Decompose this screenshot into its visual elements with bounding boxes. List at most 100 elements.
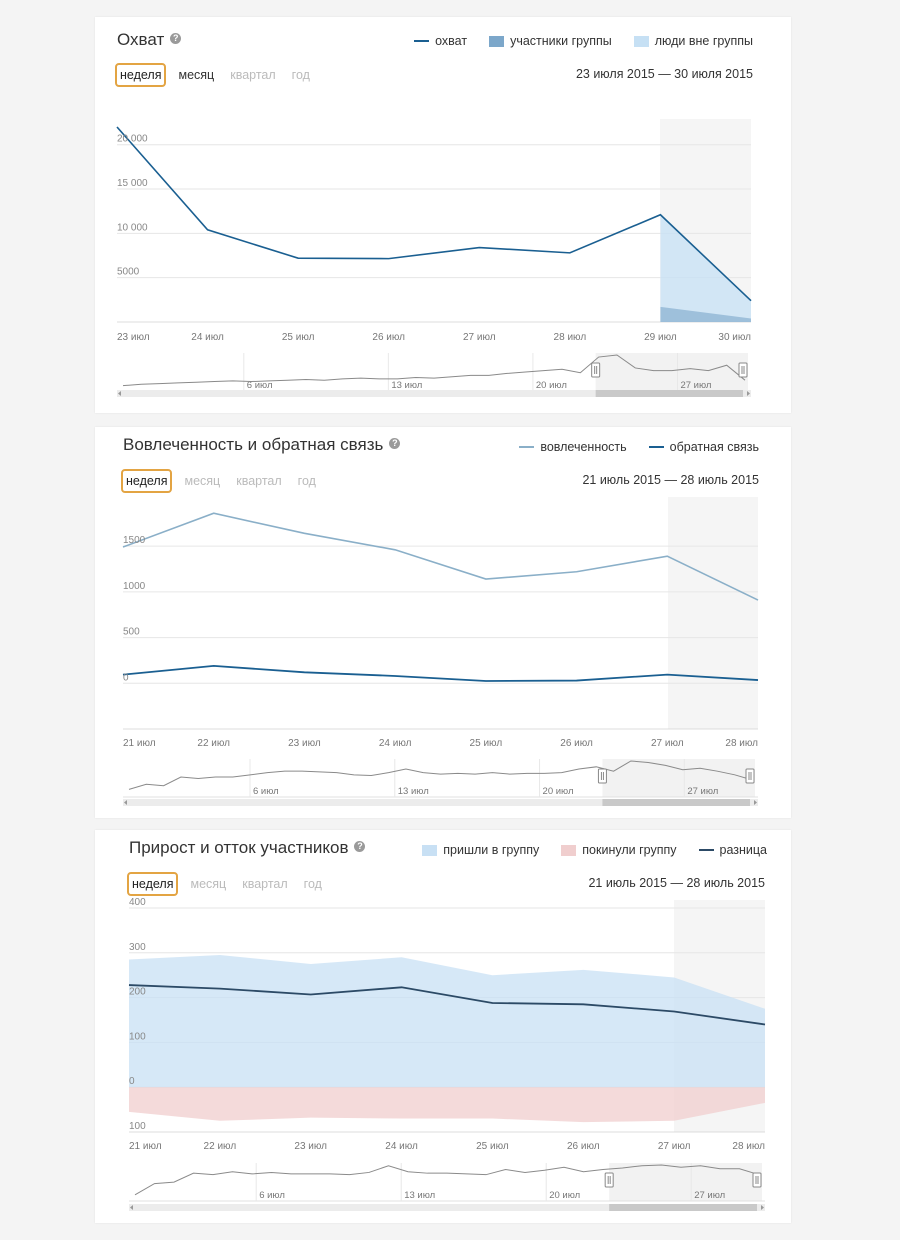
legend-label: вовлеченность (540, 440, 627, 454)
legend-item-joined[interactable]: пришли в группу (422, 843, 539, 857)
y-tick-label: 15 000 (117, 178, 148, 189)
navigator-selection (609, 1163, 762, 1201)
legend-square-icon (422, 844, 438, 856)
x-tick-label: 27 июл (651, 738, 684, 749)
tab-month: месяц (184, 474, 221, 488)
tab-year: год (303, 877, 322, 891)
legend-item-diff[interactable]: разница (698, 843, 768, 857)
navigator-label: 20 июл (549, 1190, 580, 1201)
y-tick-label: 5000 (117, 267, 140, 278)
y-tick-label: 200 (129, 987, 146, 998)
legend-label: люди вне группы (654, 34, 753, 48)
tab-quarter: квартал (236, 474, 282, 488)
engagement-title: Вовлеченность и обратная связь? (123, 435, 401, 455)
scroll-right-arrow-icon (761, 1205, 764, 1210)
legend-label: обратная связь (669, 440, 759, 454)
members-area (660, 306, 751, 322)
members-card: Прирост и отток участников? пришли в гру… (95, 830, 791, 1223)
y-tick-label: 100 (129, 1031, 146, 1042)
navigator-scrollbar-track (117, 390, 751, 397)
legend-item-nonmembers[interactable]: люди вне группы (633, 34, 753, 48)
members-date-range[interactable]: 21 июль 2015 — 28 июль 2015 (588, 876, 765, 890)
x-tick-label: 24 июл (379, 738, 412, 749)
navigator-label: 27 июл (687, 786, 718, 797)
help-icon[interactable]: ? (354, 841, 366, 853)
reach-line (116, 126, 752, 302)
navigator-line (134, 1164, 760, 1196)
feedback-line (122, 665, 759, 682)
y-tick-label: 300 (129, 942, 146, 953)
x-tick-label: 25 июл (282, 332, 315, 343)
scroll-left-arrow-icon (124, 800, 127, 805)
y-tick-label: 20 000 (117, 134, 148, 145)
navigator-scrollbar-track (129, 1204, 765, 1211)
y-tick-label: 1500 (123, 535, 146, 546)
left-area (129, 1087, 765, 1123)
legend-line-icon (698, 849, 714, 851)
navigator-selection (595, 353, 748, 391)
nonmembers-area (660, 214, 751, 322)
legend-square-icon (489, 35, 505, 47)
y-tick-label: 500 (123, 627, 140, 638)
y-tick-label: 100 (129, 1121, 146, 1132)
reach-period-tabs: неделя месяц квартал год (115, 63, 326, 87)
tab-week[interactable]: неделя (121, 469, 173, 493)
navigator-label: 6 июл (259, 1190, 285, 1201)
tab-week[interactable]: неделя (127, 872, 179, 896)
y-tick-label: 0 (123, 672, 129, 683)
engagement-card: Вовлеченность и обратная связь? вовлечен… (95, 427, 791, 818)
members-title: Прирост и отток участников? (129, 838, 366, 858)
navigator-handle (591, 362, 601, 378)
members-legend: пришли в группу покинули группу разница (422, 843, 767, 857)
x-tick-label: 26 июл (567, 1141, 600, 1152)
reach-legend: охват участники группы люди вне группы (414, 34, 753, 48)
y-tick-label: 1000 (123, 581, 146, 592)
x-tick-label: 24 июл (191, 332, 224, 343)
tab-month: месяц (190, 877, 227, 891)
x-tick-label: 29 июл (644, 332, 677, 343)
legend-item-engagement[interactable]: вовлеченность (519, 440, 627, 454)
legend-line-icon (648, 446, 664, 448)
reach-title: Охват? (117, 30, 182, 50)
tab-week[interactable]: неделя (115, 63, 167, 87)
navigator-handle (738, 362, 748, 378)
legend-square-icon (561, 844, 577, 856)
x-tick-label: 28 июл (732, 1141, 765, 1152)
legend-label: покинули группу (582, 843, 677, 857)
engagement-legend: вовлеченность обратная связь (519, 440, 759, 454)
navigator-label: 6 июл (247, 380, 273, 391)
tab-month[interactable]: месяц (178, 68, 215, 82)
legend-item-members[interactable]: участники группы (489, 34, 612, 48)
legend-label: участники группы (510, 34, 612, 48)
x-tick-label: 23 июл (294, 1141, 327, 1152)
members-chart[interactable]: 100 0 100 200 300 400 21 июл 22 июл 23 июл 24 июл… (95, 830, 791, 1223)
legend-item-feedback[interactable]: обратная связь (648, 440, 759, 454)
navigator-line (128, 760, 753, 790)
x-tick-label: 25 июл (470, 738, 503, 749)
navigator-label: 13 июл (398, 786, 429, 797)
x-tick-label: 28 июл (554, 332, 587, 343)
reach-chart[interactable]: 5000 10 000 15 000 20 000 23 июл 24 июл 25 июл… (95, 17, 791, 413)
tab-quarter: квартал (230, 68, 276, 82)
engagement-chart[interactable]: 0 500 1000 1500 21 июл 22 июл 23 июл 24 июл 25 и… (95, 427, 791, 818)
navigator-line (122, 354, 746, 387)
navigator-label: 13 июл (391, 380, 422, 391)
navigator-label: 13 июл (404, 1190, 435, 1201)
engagement-date-range[interactable]: 21 июль 2015 — 28 июль 2015 (582, 473, 759, 487)
scroll-left-arrow-icon (118, 391, 121, 396)
tab-year: год (291, 68, 310, 82)
legend-square-icon (633, 35, 649, 47)
navigator-handle (597, 768, 607, 784)
legend-label: разница (719, 843, 768, 857)
scroll-right-arrow-icon (747, 391, 750, 396)
help-icon[interactable]: ? (170, 33, 182, 45)
navigator-scrollbar-track (123, 799, 758, 806)
x-tick-label: 26 июл (560, 738, 593, 749)
reach-date-range[interactable]: 23 июля 2015 — 30 июля 2015 (575, 67, 753, 81)
legend-label: пришли в группу (443, 843, 540, 857)
help-icon[interactable]: ? (389, 438, 401, 450)
legend-item-left[interactable]: покинули группу (561, 843, 677, 857)
navigator-label: 6 июл (253, 786, 279, 797)
legend-item-reach[interactable]: охват (414, 34, 467, 48)
members-period-tabs: неделя месяц квартал год (127, 872, 338, 896)
